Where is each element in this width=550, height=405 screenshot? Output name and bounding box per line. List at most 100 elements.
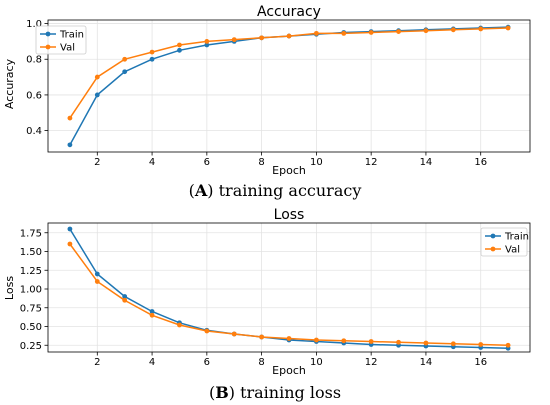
x-tick-label: 2 — [94, 157, 100, 168]
data-point-val — [478, 342, 484, 347]
caption-label: A — [194, 181, 208, 200]
series-line-val — [69, 243, 509, 347]
x-tick-label: 4 — [149, 157, 155, 168]
y-tick-label: 0.6 — [26, 90, 42, 101]
y-axis-label: Loss — [3, 276, 16, 300]
y-tick-label: 1.25 — [20, 266, 42, 277]
y-tick-label: 1.75 — [20, 228, 42, 239]
caption-text: training accuracy — [219, 181, 362, 200]
y-tick-label: 1.50 — [20, 247, 42, 258]
data-point-val — [286, 336, 292, 341]
x-tick-label: 12 — [365, 157, 378, 168]
y-tick-label: 0.8 — [26, 55, 42, 66]
caption: (B) training loss — [209, 383, 341, 402]
legend-marker — [45, 44, 51, 50]
data-point-val — [478, 26, 484, 32]
data-point-train — [94, 271, 100, 277]
data-point-val — [177, 42, 182, 48]
data-point-val — [67, 241, 73, 247]
y-axis-label: Accuracy — [3, 58, 16, 109]
legend-marker — [490, 246, 496, 252]
data-point-val — [122, 297, 128, 303]
data-point-val — [94, 74, 100, 80]
data-point-val — [423, 340, 429, 346]
data-point-val — [286, 33, 292, 39]
y-tick-label: 1.00 — [20, 285, 42, 296]
loss-panel: Loss Epoch Loss 2 4 6 8 10 12 14 16 0.25 0.50 0.75… — [3, 207, 531, 402]
data-point-val — [341, 30, 347, 36]
x-tick-label: 10 — [310, 357, 323, 368]
x-tick-label: 2 — [94, 357, 100, 368]
data-point-train — [67, 226, 73, 232]
data-point-train — [94, 92, 100, 98]
legend-marker — [490, 233, 496, 239]
data-point-val — [341, 338, 347, 344]
x-tick-label: 14 — [420, 157, 433, 168]
plot-area: 2 4 6 8 10 12 14 16 0.4 0.6 0.8 1.0 Train Val — [26, 19, 531, 168]
x-tick-label: 6 — [204, 357, 210, 368]
legend-label: Val — [60, 43, 75, 54]
legend-marker — [45, 31, 51, 37]
y-tick-label: 0.25 — [20, 341, 42, 352]
chart-title: Loss — [274, 207, 305, 223]
data-point-val — [204, 39, 210, 44]
legend-label: Val — [505, 245, 520, 256]
data-point-val — [231, 331, 237, 337]
x-tick-label: 12 — [365, 357, 378, 368]
data-point-train — [177, 47, 182, 53]
caption-text: training loss — [240, 383, 341, 402]
data-point-val — [396, 29, 401, 34]
data-point-val — [368, 339, 374, 344]
data-point-val — [122, 56, 128, 62]
data-point-val — [450, 27, 456, 33]
data-point-val — [67, 115, 73, 121]
data-point-train — [149, 56, 155, 62]
data-point-val — [204, 328, 210, 334]
data-point-train — [149, 309, 155, 314]
data-point-train — [67, 142, 73, 148]
x-tick-label: 4 — [149, 357, 155, 368]
x-tick-label: 8 — [258, 357, 264, 368]
x-axis-label: Epoch — [272, 164, 306, 177]
data-point-val — [450, 341, 456, 347]
x-axis-label: Epoch — [272, 364, 306, 377]
y-tick-label: 0.4 — [26, 126, 42, 137]
x-tick-label: 16 — [474, 357, 487, 368]
chart-title: Accuracy — [257, 4, 321, 20]
y-tick-label: 1.0 — [26, 19, 42, 30]
data-point-train — [204, 42, 210, 48]
axes-frame — [47, 222, 531, 353]
accuracy-panel: Accuracy Epoch Accuracy 2 4 6 8 10 12 14 16 0.4 0… — [3, 4, 531, 200]
legend-label: Train — [504, 232, 529, 243]
data-point-val — [368, 30, 374, 35]
data-point-val — [505, 342, 511, 348]
x-tick-label: 16 — [474, 157, 487, 168]
data-point-val — [94, 279, 100, 284]
x-tick-label: 6 — [204, 157, 210, 168]
data-point-train — [122, 294, 128, 299]
data-point-val — [313, 30, 319, 36]
caption: (A) training accuracy — [189, 181, 362, 200]
data-point-train — [122, 69, 128, 75]
series-line-val — [69, 27, 509, 119]
data-point-val — [149, 312, 155, 318]
caption-label: B — [215, 383, 229, 402]
data-point-val — [259, 35, 265, 41]
data-point-val — [313, 337, 319, 343]
x-tick-label: 14 — [420, 357, 433, 368]
y-tick-label: 0.50 — [20, 322, 42, 333]
y-tick-label: 0.75 — [20, 303, 42, 314]
data-point-val — [149, 49, 155, 55]
data-point-val — [396, 339, 401, 345]
axes-frame — [47, 19, 531, 153]
data-point-val — [259, 334, 265, 340]
data-point-val — [231, 37, 237, 43]
x-tick-label: 8 — [258, 157, 264, 168]
data-point-val — [423, 28, 429, 34]
x-tick-label: 10 — [310, 157, 323, 168]
data-point-val — [505, 25, 511, 31]
data-point-val — [177, 322, 182, 328]
legend-label: Train — [59, 30, 84, 41]
series-line-train — [69, 26, 509, 146]
